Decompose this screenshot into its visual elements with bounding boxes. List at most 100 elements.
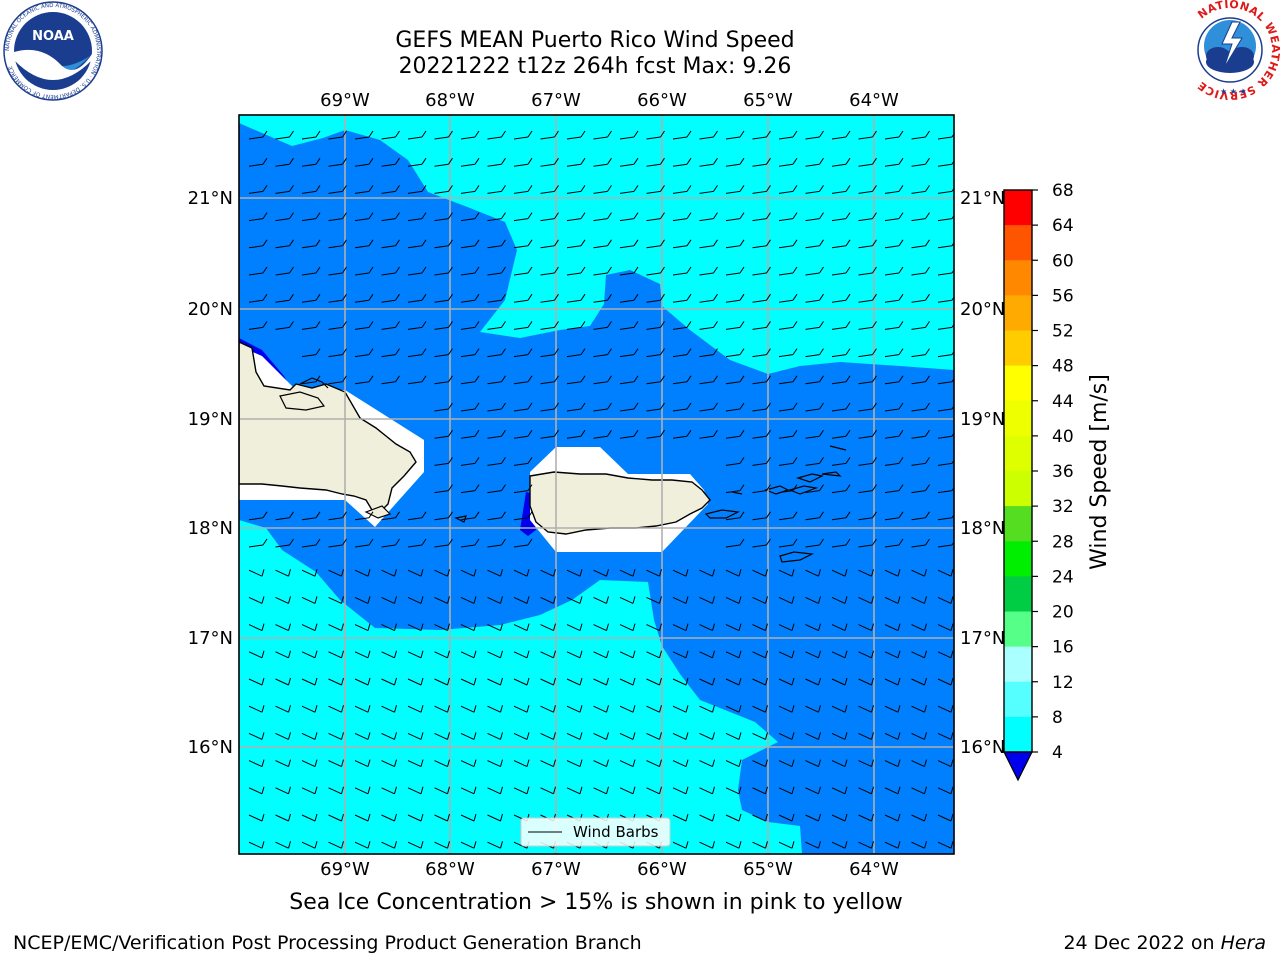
latitude-label-left: 20°N — [188, 299, 233, 320]
wind-barb — [805, 130, 824, 140]
wind-barb — [619, 786, 636, 795]
wind-barb — [248, 596, 265, 604]
wind-barb — [328, 596, 344, 604]
wind-barb — [911, 596, 927, 604]
wind-barb — [699, 786, 715, 795]
wind-barb — [487, 348, 506, 358]
wind-barb — [778, 130, 798, 140]
small-island — [821, 471, 842, 477]
wind-barb — [937, 705, 954, 713]
wind-barb — [831, 402, 851, 412]
wind-barb — [248, 239, 268, 249]
wind-barb — [619, 293, 639, 303]
colorbar-tick-label: 44 — [1052, 392, 1074, 412]
wind-barb — [911, 759, 927, 768]
wind-barb — [725, 623, 742, 632]
wind-barb — [884, 484, 904, 494]
wind-barb — [805, 293, 824, 303]
wind-barb — [725, 212, 745, 222]
wind-barb — [301, 538, 321, 548]
wind-barb — [381, 650, 397, 659]
wind-barbs-legend: Wind Barbs — [520, 817, 671, 847]
wind-barb — [937, 677, 954, 686]
wind-barb — [487, 457, 506, 466]
wind-barb — [619, 348, 639, 358]
wind-barb — [301, 677, 318, 686]
wind-barb — [513, 429, 533, 439]
wind-barb — [805, 596, 821, 604]
wind-barb — [858, 429, 877, 439]
wind-barb — [646, 293, 665, 303]
wind-barb — [752, 293, 771, 303]
wind-barb — [513, 759, 530, 768]
wind-barb — [328, 569, 344, 577]
colorbar-segment — [1004, 365, 1032, 402]
wind-barb — [301, 732, 318, 740]
wind-barb — [248, 321, 268, 330]
wind-barb — [646, 786, 662, 795]
wind-speed-colorbar: 68 64 60 56 52 48 44 40 36 32 28 24 20 16 12 8 4 — [1003, 181, 1074, 782]
wind-barb — [301, 623, 318, 632]
wind-barb — [858, 705, 874, 713]
wind-barb — [858, 266, 877, 276]
wind-barb — [593, 157, 612, 167]
wind-barb — [805, 623, 821, 632]
wind-barb — [752, 375, 771, 385]
wind-barb — [566, 321, 586, 330]
wind-barb — [328, 348, 347, 358]
wind-barb — [328, 786, 344, 795]
wind-barb — [752, 841, 768, 849]
wind-barb — [434, 623, 450, 632]
wind-barb — [884, 596, 901, 604]
wind-barb — [699, 130, 718, 140]
wind-barb — [381, 596, 397, 604]
wind-barb — [407, 375, 427, 385]
wind-barb — [752, 130, 771, 140]
wind-barb — [884, 266, 904, 276]
wind-barb — [354, 813, 371, 822]
colorbar-segment — [1004, 435, 1032, 472]
wind-barb — [699, 429, 718, 439]
colorbar-segment — [1004, 646, 1032, 683]
wind-barb — [407, 157, 427, 167]
latitude-label-left: 18°N — [188, 518, 233, 539]
wind-barb — [725, 457, 745, 466]
wind-barb — [275, 293, 294, 303]
wind-barb — [593, 732, 609, 740]
wind-barb — [884, 841, 901, 849]
wind-barb — [646, 321, 665, 330]
wind-barb — [407, 185, 427, 194]
wind-barb — [434, 538, 453, 548]
wind-barb — [460, 185, 480, 194]
wind-barb — [354, 759, 371, 768]
wind-barb — [328, 623, 344, 632]
puerto-rico-land — [529, 471, 711, 535]
small-island — [795, 473, 824, 483]
wind-barb — [407, 239, 427, 249]
wind-barb — [540, 402, 559, 412]
wind-barb — [540, 732, 556, 740]
wind-barb — [778, 266, 798, 276]
wind-barb — [513, 402, 533, 412]
wind-barb — [460, 623, 477, 632]
longitude-label-top: 68°W — [425, 90, 475, 111]
wind-barb — [805, 212, 824, 222]
wind-barb — [831, 677, 848, 686]
wind-barb — [354, 212, 374, 222]
wind-barb — [354, 266, 374, 276]
wind-barb — [487, 511, 506, 521]
colorbar-tick-label: 24 — [1052, 567, 1074, 587]
wind-barb — [646, 429, 665, 439]
wind-barb — [275, 623, 291, 632]
wind-barb — [884, 293, 904, 303]
wind-barb — [831, 457, 851, 466]
wind-barb — [937, 569, 954, 577]
colorbar-tick-label: 40 — [1052, 427, 1074, 447]
colorbar-segment — [1004, 400, 1032, 437]
wind-barb — [778, 402, 798, 412]
wind-barb — [937, 133, 954, 140]
wind-barb — [831, 185, 851, 194]
wind-barb — [778, 511, 798, 521]
wind-barb — [328, 212, 347, 222]
colorbar-tick-label: 64 — [1052, 216, 1074, 236]
